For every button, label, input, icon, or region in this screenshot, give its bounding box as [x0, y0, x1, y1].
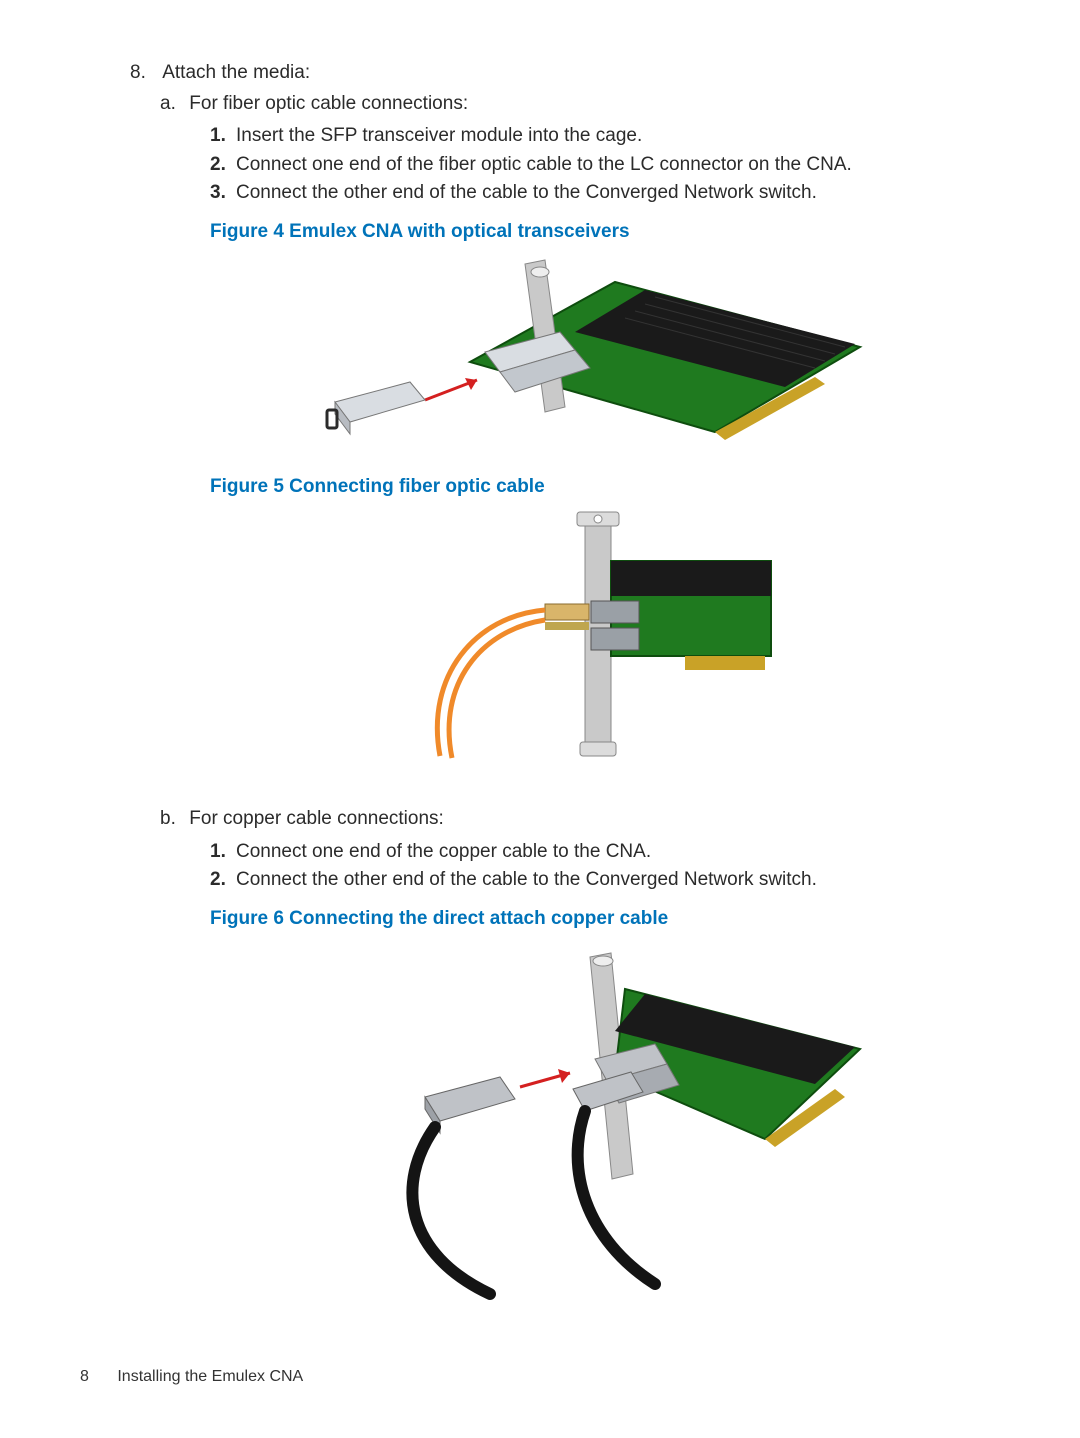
item-text: Insert the SFP transceiver module into t… [236, 123, 642, 150]
figure-4-illustration [315, 252, 875, 462]
substep-a: a. For fiber optic cable connections: [160, 91, 980, 118]
figure-5-caption: Figure 5 Connecting fiber optic cable [210, 474, 980, 501]
document-page: 8. Attach the media: a. For fiber optic … [0, 0, 1080, 1381]
page-footer: 8 Installing the Emulex CNA [80, 1366, 303, 1388]
figure-5-illustration [385, 506, 805, 786]
figure-4-caption: Figure 4 Emulex CNA with optical transce… [210, 219, 980, 246]
step-text: Attach the media: [162, 62, 310, 83]
substep-b-list: 1.Connect one end of the copper cable to… [210, 839, 980, 894]
figure-5 [210, 506, 980, 786]
section-title: Installing the Emulex CNA [117, 1368, 303, 1385]
substep-a-list: 1.Insert the SFP transceiver module into… [210, 123, 980, 207]
list-item: 3.Connect the other end of the cable to … [210, 180, 980, 207]
item-number: 1. [210, 123, 236, 150]
item-text: Connect one end of the fiber optic cable… [236, 152, 852, 179]
figure-6-illustration [315, 939, 875, 1309]
figure-4 [210, 252, 980, 462]
item-text: Connect the other end of the cable to th… [236, 867, 817, 894]
substep-letter: b. [160, 806, 184, 833]
substep-letter: a. [160, 91, 184, 118]
item-number: 1. [210, 839, 236, 866]
item-text: Connect one end of the copper cable to t… [236, 839, 651, 866]
item-number: 2. [210, 867, 236, 894]
step-number: 8. [130, 60, 158, 87]
list-item: 2.Connect one end of the fiber optic cab… [210, 152, 980, 179]
page-number: 8 [80, 1368, 89, 1385]
item-number: 3. [210, 180, 236, 207]
substep-text: For fiber optic cable connections: [189, 93, 468, 114]
item-number: 2. [210, 152, 236, 179]
list-item: 1.Insert the SFP transceiver module into… [210, 123, 980, 150]
figure-6 [210, 939, 980, 1309]
list-item: 2.Connect the other end of the cable to … [210, 867, 980, 894]
figure-6-caption: Figure 6 Connecting the direct attach co… [210, 906, 980, 933]
substep-text: For copper cable connections: [189, 808, 444, 829]
list-item: 1.Connect one end of the copper cable to… [210, 839, 980, 866]
item-text: Connect the other end of the cable to th… [236, 180, 817, 207]
step-8: 8. Attach the media: [130, 60, 980, 87]
substep-b: b. For copper cable connections: [160, 806, 980, 833]
